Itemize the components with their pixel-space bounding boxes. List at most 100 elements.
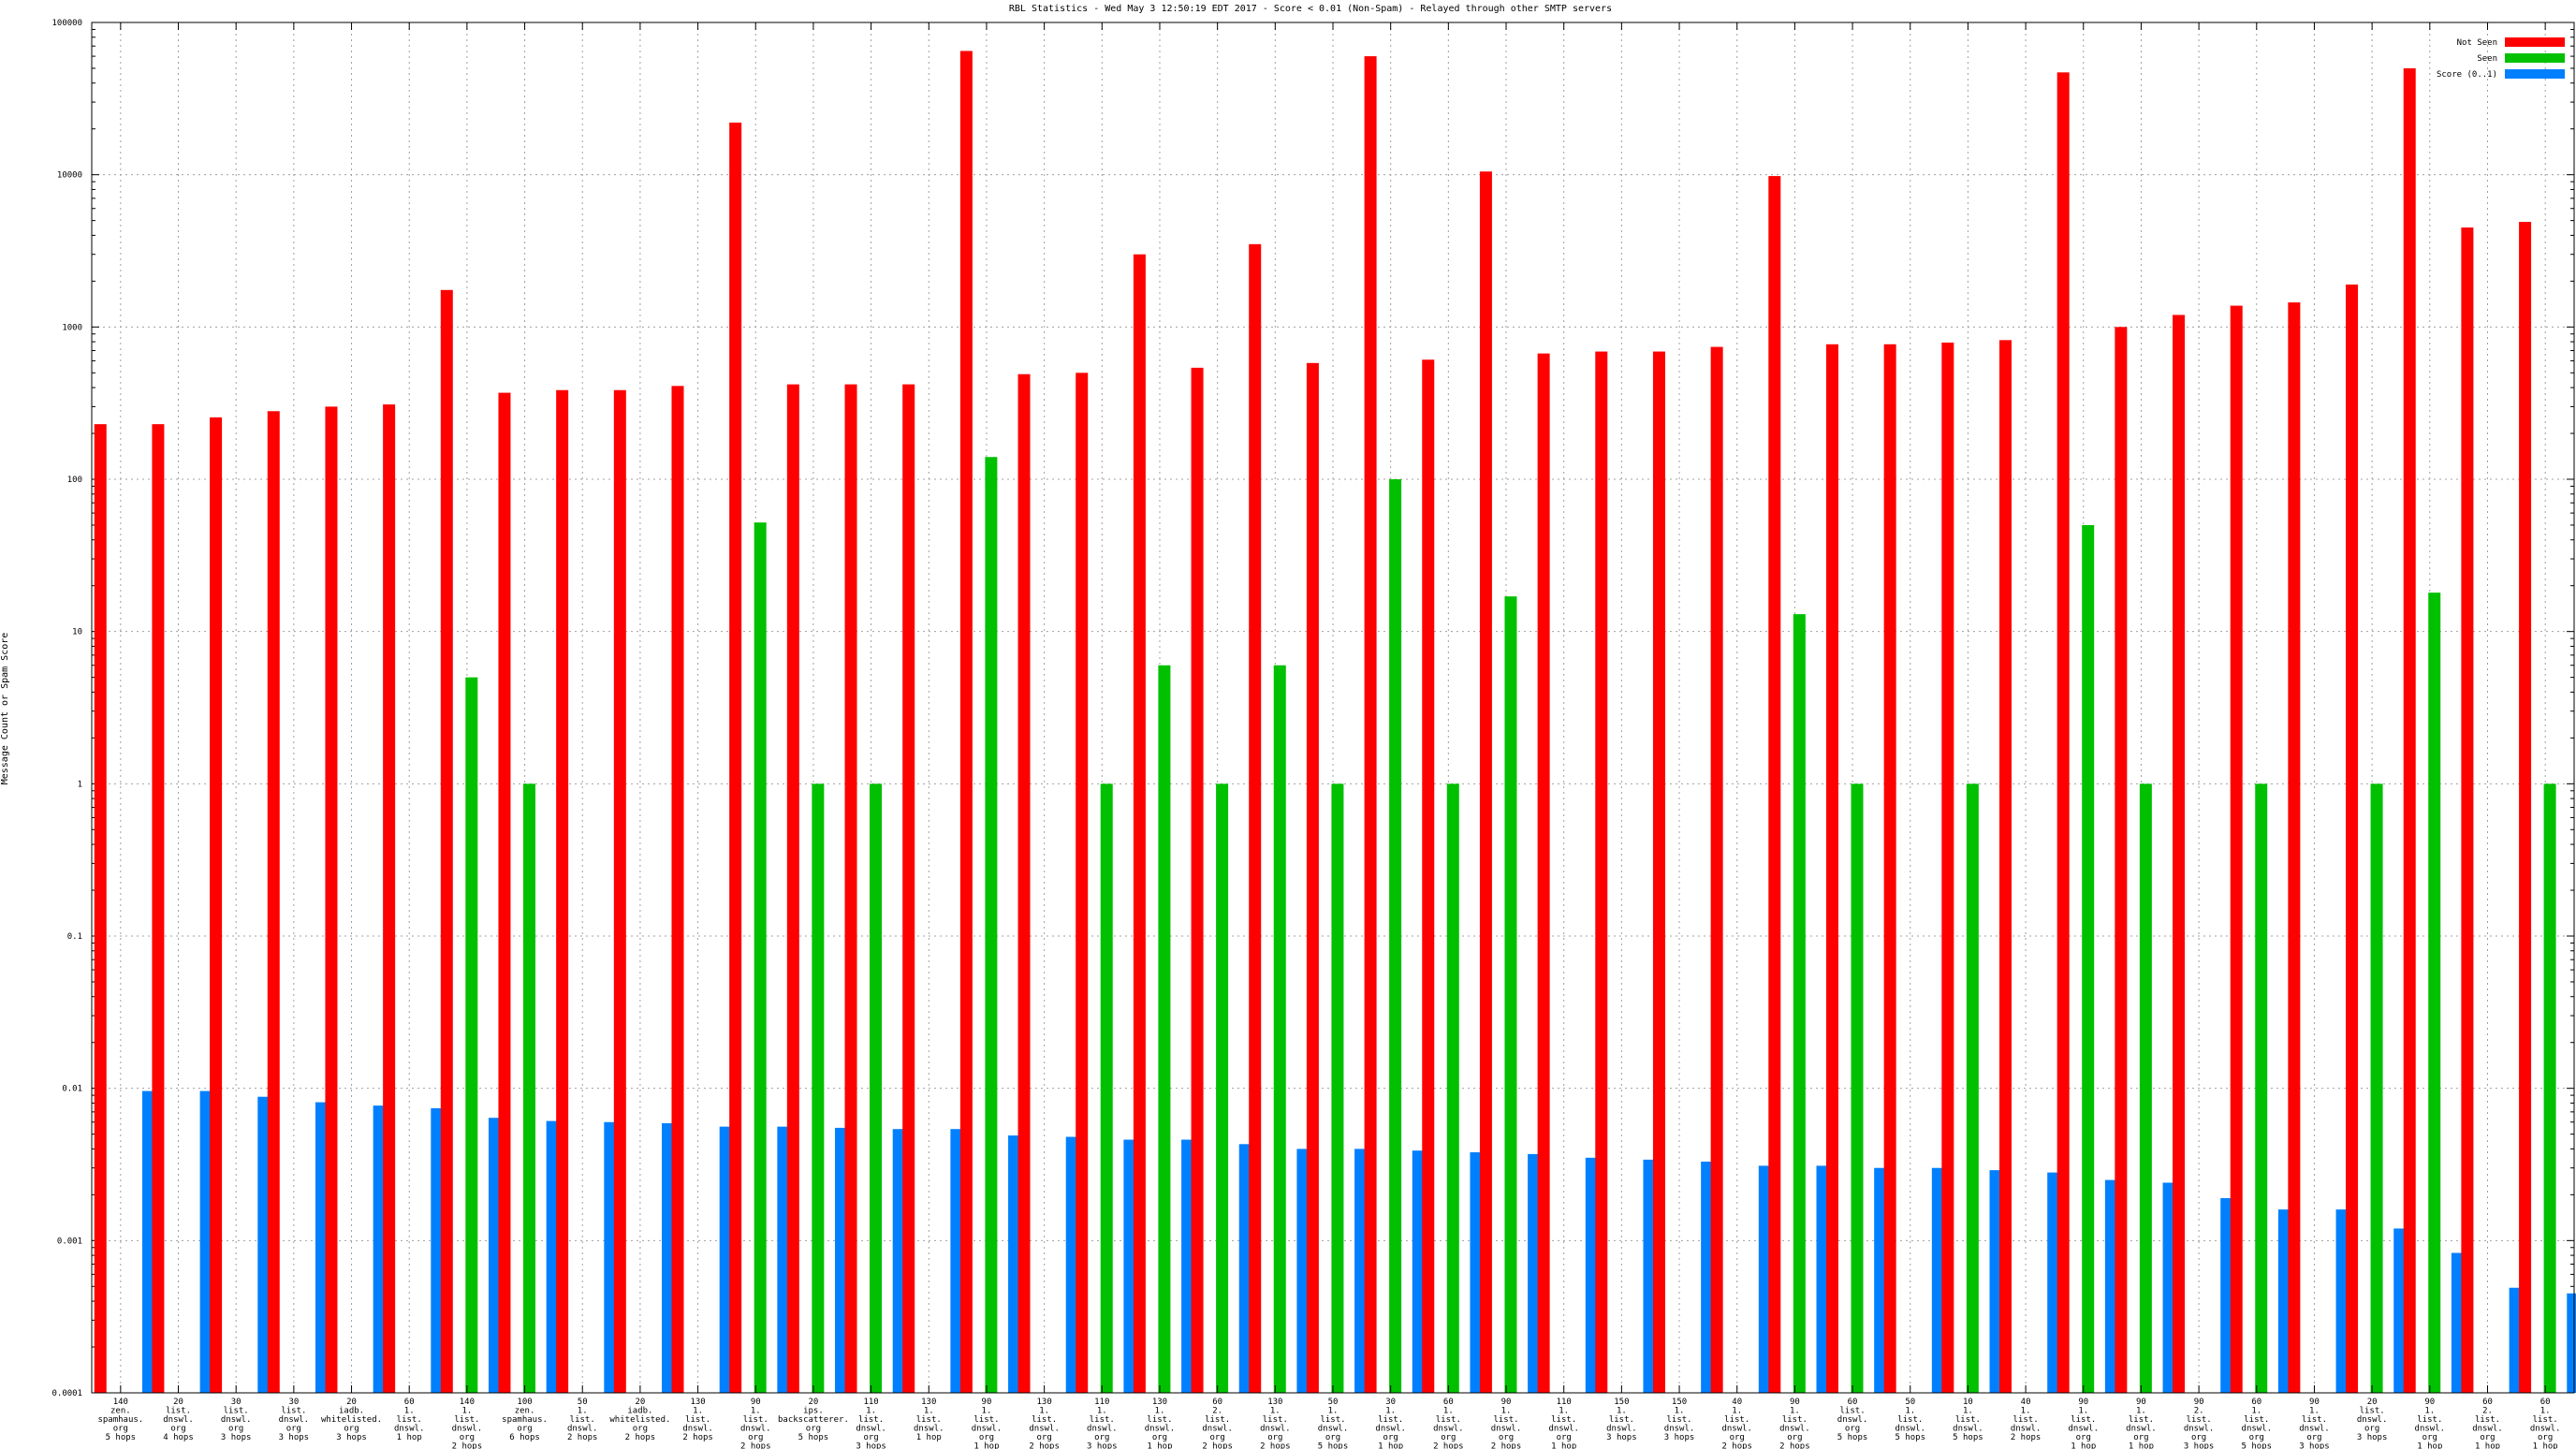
x-tick-label-line: 3 hops <box>279 1433 310 1442</box>
bar-seen <box>1158 665 1171 1393</box>
x-tick-label-line: 1. <box>1097 1407 1107 1416</box>
x-tick-label: 20 iadb. whitelisted. org 3 hops <box>321 1398 382 1442</box>
x-tick-label-line: list. <box>281 1407 306 1416</box>
x-tick-label-line: 60 <box>2251 1398 2261 1407</box>
x-tick-label: 10 1. list. dnswl. 5 hops <box>1953 1398 1983 1442</box>
x-tick-label-line: org <box>2306 1433 2321 1442</box>
x-tick-label-line: 2. <box>2482 1407 2493 1416</box>
x-tick-label: 60 list. dnswl. org 5 hops <box>1837 1398 1868 1442</box>
x-tick-label-line: 60 <box>2482 1398 2493 1407</box>
bar-score-0-1 <box>1931 1167 1944 1393</box>
x-tick-label-line: list. <box>2475 1415 2500 1425</box>
x-tick-label-line: 6 hops <box>509 1433 540 1442</box>
x-tick-label-line: dnswl. <box>2242 1425 2273 1434</box>
x-tick-label: 130 1. list. dnswl. org 1 hop <box>1145 1398 1176 1449</box>
x-tick-label: 60 2. list. dnswl. org 1 hop <box>2472 1398 2503 1449</box>
x-tick-label-line: list. <box>1897 1415 1923 1425</box>
bar-score-0-1 <box>2567 1293 2576 1393</box>
x-tick-label-line: 40 <box>2021 1398 2031 1407</box>
legend: Not Seen Seen Score (0..1) <box>2437 37 2565 80</box>
bar-seen <box>754 522 767 1393</box>
bar-score-0-1 <box>2277 1209 2291 1393</box>
x-tick-label-line: 3 hops <box>1664 1433 1695 1442</box>
x-tick-label-line: dnswl. <box>279 1415 310 1425</box>
bar-not-seen <box>1595 351 1608 1393</box>
bar-score-0-1 <box>1874 1167 1887 1393</box>
x-tick-label-line: org <box>2422 1433 2437 1442</box>
bar-seen <box>1100 783 1113 1393</box>
x-tick-label-line: dnswl. <box>452 1425 483 1434</box>
x-tick-label-line: 5 hops <box>798 1433 829 1442</box>
y-tick-label: 1 <box>78 780 82 789</box>
x-tick-label-line: org <box>2364 1425 2379 1434</box>
bar-score-0-1 <box>2335 1209 2349 1393</box>
x-tick-label-line: 1. <box>1385 1407 1396 1416</box>
bar-score-0-1 <box>1181 1139 1194 1393</box>
x-tick-label-line: org <box>1267 1433 1282 1442</box>
x-tick-label-line: list. <box>2071 1415 2096 1425</box>
x-tick-label-line: whitelisted. <box>321 1415 382 1425</box>
x-tick-label-line: org <box>1325 1433 1340 1442</box>
x-tick-label: 90 1. list. dnswl. org 1 hop <box>2069 1398 2100 1449</box>
x-tick-label: 130 1. list. dnswl. org 2 hops <box>1260 1398 1291 1449</box>
x-tick-label-line: dnswl. <box>2011 1425 2042 1434</box>
x-tick-label-line: 1. <box>2078 1407 2088 1416</box>
bar-series <box>94 51 2576 1394</box>
x-tick-label-line: 1. <box>1328 1407 1339 1416</box>
x-tick-label-line: 3 hops <box>336 1433 367 1442</box>
bar-seen <box>1389 479 1402 1393</box>
x-tick-label-line: 60 <box>1212 1398 1222 1407</box>
bar-not-seen <box>440 289 453 1394</box>
bar-score-0-1 <box>2451 1252 2464 1393</box>
x-tick-label: 140 zen. spamhaus. org 5 hops <box>97 1398 143 1442</box>
bar-seen <box>870 783 883 1393</box>
x-tick-label-line: 50 <box>578 1398 588 1407</box>
bar-score-0-1 <box>141 1090 154 1393</box>
x-tick-label-line: org <box>2480 1433 2495 1442</box>
x-tick-label-line: 5 hops <box>1318 1442 1349 1449</box>
x-tick-label-line: 1. <box>2136 1407 2146 1416</box>
x-tick-label: 130 1. list. dnswl. 1 hop <box>914 1398 944 1442</box>
x-tick-label: 50 1. list. dnswl. 2 hops <box>567 1398 598 1442</box>
x-tick-label-line: list. <box>1724 1415 1749 1425</box>
bar-seen <box>2082 524 2095 1393</box>
x-tick-label-line: dnswl. <box>1664 1425 1695 1434</box>
x-tick-label-line: 4 hops <box>163 1433 194 1442</box>
bar-not-seen <box>844 384 857 1393</box>
x-tick-label-line: 20 <box>346 1398 357 1407</box>
x-tick-label-line: org <box>1845 1425 1860 1434</box>
x-tick-label-line: 90 <box>2309 1398 2320 1407</box>
bar-not-seen <box>2346 284 2359 1394</box>
x-tick-label-line: dnswl. <box>1721 1425 1752 1434</box>
x-tick-label-line: dnswl. <box>163 1415 194 1425</box>
y-tick-label: 100 <box>67 476 82 485</box>
x-tick-label-line: spamhaus. <box>502 1415 548 1425</box>
bar-seen <box>2255 783 2268 1393</box>
x-tick-label-line: dnswl. <box>2299 1425 2330 1434</box>
x-tick-label-line: dnswl. <box>1953 1425 1983 1434</box>
x-tick-label-line: 1. <box>1559 1407 1569 1416</box>
bar-not-seen <box>2519 222 2532 1394</box>
x-tick-label-line: org <box>1787 1433 1802 1442</box>
bar-not-seen <box>1883 344 1896 1394</box>
bar-score-0-1 <box>892 1129 905 1393</box>
x-tick-label-line: list. <box>2360 1407 2385 1416</box>
x-tick-label-line: 1. <box>982 1407 992 1416</box>
bar-score-0-1 <box>719 1126 732 1393</box>
bar-score-0-1 <box>1008 1135 1021 1393</box>
x-tick-label: 110 1. list. dnswl. org 1 hop <box>1548 1398 1579 1449</box>
bar-score-0-1 <box>1065 1136 1078 1393</box>
chart-title: RBL Statistics - Wed May 3 12:50:19 EDT … <box>1009 4 1612 14</box>
bar-score-0-1 <box>1816 1165 1829 1393</box>
x-tick-label-line: 90 <box>1790 1398 1800 1407</box>
bar-seen <box>812 783 825 1393</box>
x-tick-label-line: list. <box>1436 1415 1461 1425</box>
x-tick-label-line: 2 hops <box>452 1442 483 1449</box>
x-tick-label: 100 zen. spamhaus. org 6 hops <box>502 1398 548 1442</box>
x-tick-label: 50 1. list. dnswl. org 5 hops <box>1318 1398 1349 1449</box>
legend-label: Seen <box>2477 54 2497 64</box>
bar-seen <box>1504 596 1517 1393</box>
bar-not-seen <box>902 384 915 1393</box>
x-tick-label-line: 1. <box>578 1407 588 1416</box>
bar-seen <box>985 457 998 1393</box>
